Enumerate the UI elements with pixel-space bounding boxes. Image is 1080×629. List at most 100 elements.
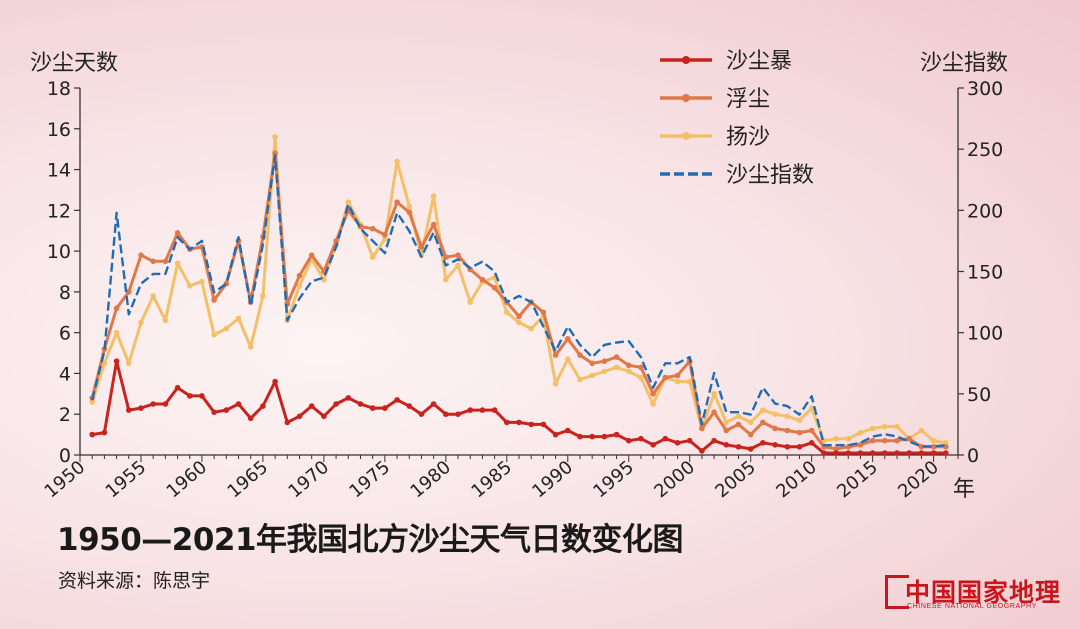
data-point bbox=[223, 325, 230, 332]
data-point bbox=[199, 278, 205, 285]
data-point bbox=[772, 425, 778, 432]
data-point bbox=[126, 407, 132, 413]
data-point bbox=[882, 437, 888, 444]
data-point bbox=[723, 427, 730, 434]
legend-item: 沙尘暴 bbox=[660, 49, 792, 74]
y-right-axis-title: 沙尘指数 bbox=[920, 51, 1008, 76]
x-tick-label: 1990 bbox=[528, 457, 577, 503]
data-point bbox=[930, 444, 937, 450]
series-2 bbox=[89, 134, 949, 446]
data-point bbox=[394, 158, 400, 165]
data-point bbox=[723, 419, 730, 426]
data-point bbox=[894, 423, 900, 430]
x-tick-label: 1985 bbox=[467, 457, 516, 503]
data-point bbox=[406, 209, 413, 216]
series-0 bbox=[89, 358, 949, 456]
source-note: 资料来源：陈思宇 bbox=[58, 570, 211, 592]
data-point bbox=[382, 405, 388, 411]
data-point bbox=[235, 401, 242, 407]
data-point bbox=[333, 238, 339, 244]
x-tick-label: 1965 bbox=[224, 457, 273, 503]
data-point bbox=[260, 403, 266, 409]
data-point bbox=[796, 444, 803, 450]
data-point bbox=[650, 391, 656, 397]
y-left-tick-label: 18 bbox=[47, 78, 71, 100]
data-point bbox=[357, 401, 364, 407]
y-right-tick-label: 300 bbox=[967, 78, 1003, 100]
data-point bbox=[284, 419, 291, 426]
data-point bbox=[150, 293, 156, 299]
data-point bbox=[369, 225, 376, 232]
data-point bbox=[577, 433, 583, 440]
data-point bbox=[638, 374, 644, 381]
data-point bbox=[382, 232, 388, 238]
y-right-tick-label: 250 bbox=[967, 139, 1003, 161]
data-point bbox=[747, 446, 754, 452]
data-point bbox=[418, 411, 425, 418]
data-point bbox=[247, 415, 254, 422]
data-point bbox=[772, 411, 778, 418]
data-point bbox=[650, 401, 656, 407]
data-point bbox=[467, 299, 474, 305]
data-point bbox=[882, 450, 888, 456]
data-point bbox=[272, 378, 278, 385]
data-point bbox=[138, 319, 144, 326]
data-point bbox=[138, 405, 144, 411]
data-point bbox=[260, 293, 266, 299]
y-left-tick-label: 8 bbox=[59, 282, 71, 304]
data-point bbox=[211, 331, 217, 338]
y-left-tick-label: 0 bbox=[59, 445, 71, 467]
data-point bbox=[369, 405, 376, 411]
data-point bbox=[577, 352, 583, 358]
data-point bbox=[126, 289, 132, 295]
x-tick-label: 1955 bbox=[102, 457, 151, 503]
data-point bbox=[394, 199, 400, 205]
data-point bbox=[528, 325, 534, 332]
data-point bbox=[89, 431, 95, 438]
data-point bbox=[418, 244, 425, 250]
data-point bbox=[162, 258, 169, 265]
data-point bbox=[491, 407, 498, 413]
data-point bbox=[601, 433, 608, 440]
data-point bbox=[187, 283, 193, 289]
data-point bbox=[833, 450, 839, 456]
series-layer bbox=[89, 134, 949, 456]
data-point bbox=[772, 442, 778, 448]
legend-marker bbox=[682, 56, 690, 64]
data-point bbox=[747, 431, 754, 438]
y-left-tick-label: 10 bbox=[47, 241, 71, 263]
legend-item: 扬沙 bbox=[660, 125, 770, 150]
x-tick-label: 1995 bbox=[589, 457, 638, 503]
y-right-tick-label: 150 bbox=[967, 262, 1003, 284]
data-point bbox=[613, 364, 620, 371]
logo-bracket bbox=[885, 575, 909, 609]
data-point bbox=[626, 437, 632, 444]
data-point bbox=[857, 442, 864, 448]
data-point bbox=[760, 407, 766, 413]
x-tick-label: 1975 bbox=[345, 457, 394, 503]
data-point bbox=[808, 427, 815, 434]
y-left-tick-label: 6 bbox=[59, 323, 71, 345]
data-point bbox=[601, 358, 608, 365]
data-point bbox=[113, 305, 120, 312]
data-point bbox=[784, 427, 791, 434]
data-point bbox=[869, 437, 876, 444]
data-point bbox=[162, 317, 169, 324]
data-point bbox=[869, 425, 876, 432]
data-point bbox=[796, 417, 803, 424]
legend-item: 沙尘指数 bbox=[660, 163, 814, 188]
y-left-tick-label: 2 bbox=[59, 404, 71, 426]
series-line bbox=[91, 154, 946, 448]
y-left-tick-label: 16 bbox=[47, 119, 71, 141]
data-point bbox=[174, 384, 181, 391]
data-point bbox=[113, 329, 120, 336]
data-point bbox=[406, 403, 413, 409]
legend-label: 沙尘指数 bbox=[726, 163, 814, 188]
data-point bbox=[845, 450, 852, 456]
data-point bbox=[491, 285, 498, 291]
data-point bbox=[638, 364, 644, 371]
data-point bbox=[382, 236, 388, 242]
y-right-tick-label: 0 bbox=[967, 445, 979, 467]
data-point bbox=[443, 411, 449, 418]
data-point bbox=[626, 362, 632, 369]
